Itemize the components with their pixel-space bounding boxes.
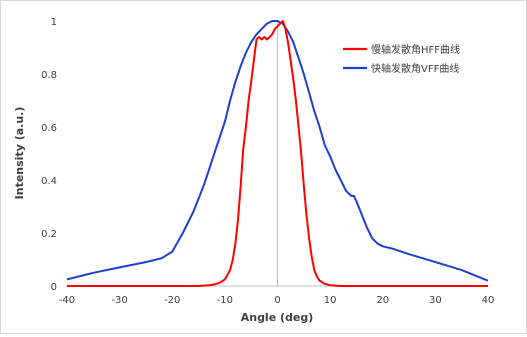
series-line-hff (67, 20, 488, 287)
x-tick-label: 40 (482, 295, 495, 306)
y-axis: 0 0.2 0.4 0.6 0.8 1 (41, 17, 278, 293)
legend-label-hff: 慢轴发散角HFF曲线 (371, 43, 460, 56)
y-tick-label: 0.8 (41, 70, 57, 81)
x-tick-label: -30 (111, 295, 127, 306)
x-tick-label: -40 (59, 295, 75, 306)
y-tick-label: 0.2 (41, 229, 57, 240)
y-tick-label: 0.6 (41, 123, 57, 134)
y-axis-label: Intensity (a.u.) (13, 107, 26, 200)
series-line-vff (66, 20, 489, 282)
x-axis-label: Angle (deg) (241, 311, 314, 324)
series-layer (66, 20, 489, 287)
x-tick-label: 10 (324, 295, 337, 306)
x-tick-label: -10 (217, 295, 233, 306)
x-tick-label: -20 (164, 295, 180, 306)
x-tick-label: 30 (429, 295, 442, 306)
legend-label-vff: 快轴发散角VFF曲线 (371, 62, 459, 75)
y-tick-label: 0.4 (41, 176, 57, 187)
x-axis: -40 -30 -20 -10 0 10 20 30 40 (59, 285, 495, 306)
x-tick-label: 0 (274, 295, 280, 306)
x-tick-label: 20 (376, 295, 389, 306)
y-tick-label: 1 (51, 17, 57, 28)
y-tick-label: 0 (51, 282, 57, 293)
